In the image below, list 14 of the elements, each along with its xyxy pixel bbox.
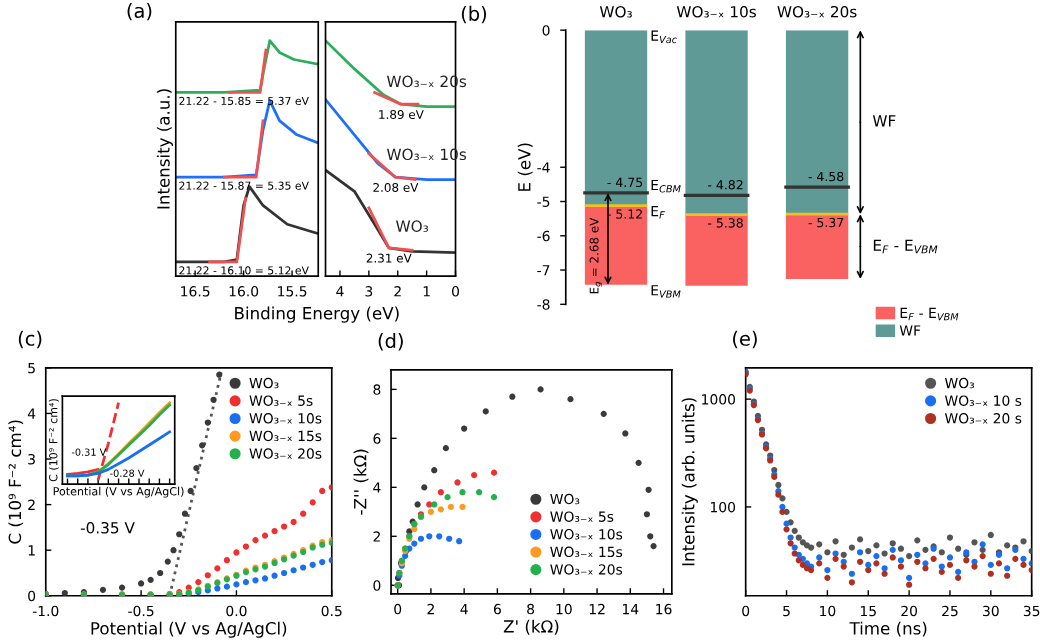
chart-title: (e) [733,330,757,349]
y-axis-title: Intensity (arb. units) [681,398,698,566]
y-axis-title: E (eV) [517,143,533,191]
chart-title: (d) [378,333,403,351]
chart-title: (c) [18,330,42,349]
x-axis-title: Time (ns) [849,621,927,637]
chart-title: (a) [127,3,152,21]
y-axis-title: -Z'' (kΩ) [353,449,369,515]
y-axis-title: Intensity (a.u.) [156,89,173,209]
x-axis-title: Binding Energy (eV) [235,306,399,323]
y-axis-title: C (10⁹ F⁻² cm⁴) [8,420,24,544]
chart-title: (b) [461,5,487,24]
x-axis-title: Z' (kΩ) [503,619,559,635]
x-axis-title: Potential (V vs Ag/AgCl) [91,621,287,638]
